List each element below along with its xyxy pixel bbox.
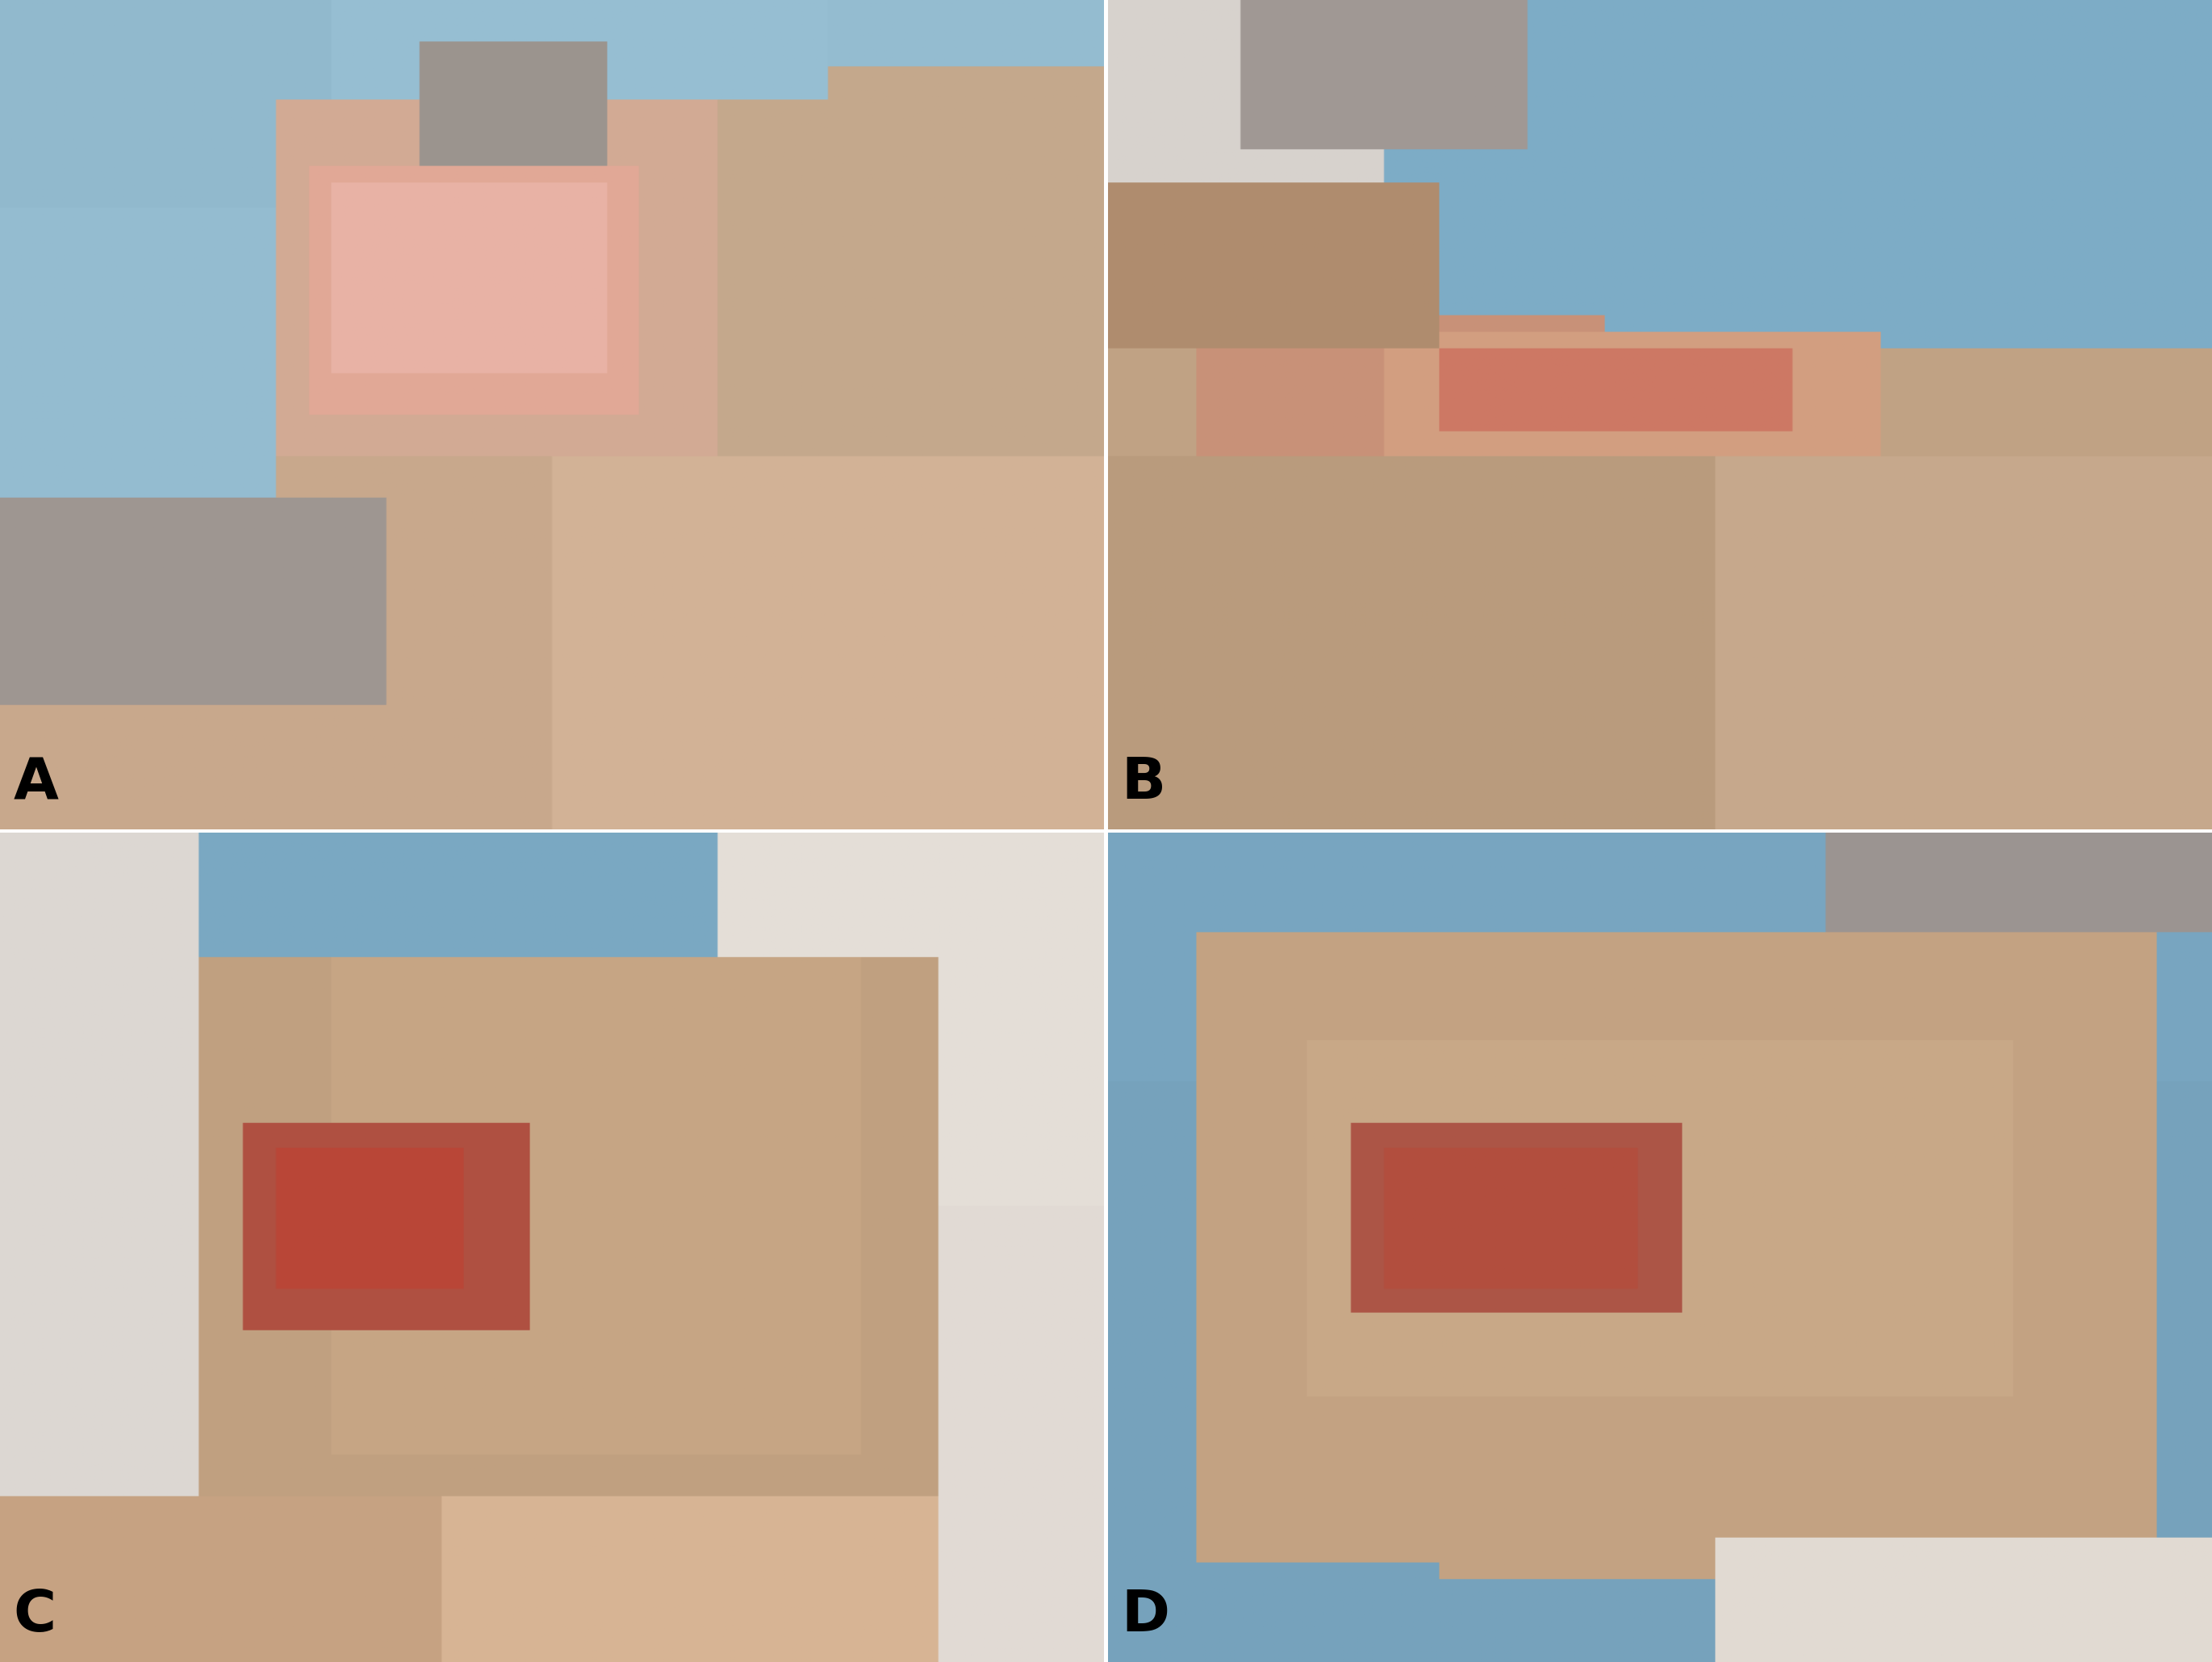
Text: A: A [13, 756, 58, 811]
Text: C: C [13, 1589, 55, 1644]
Text: D: D [1121, 1589, 1170, 1644]
Text: B: B [1121, 756, 1166, 811]
